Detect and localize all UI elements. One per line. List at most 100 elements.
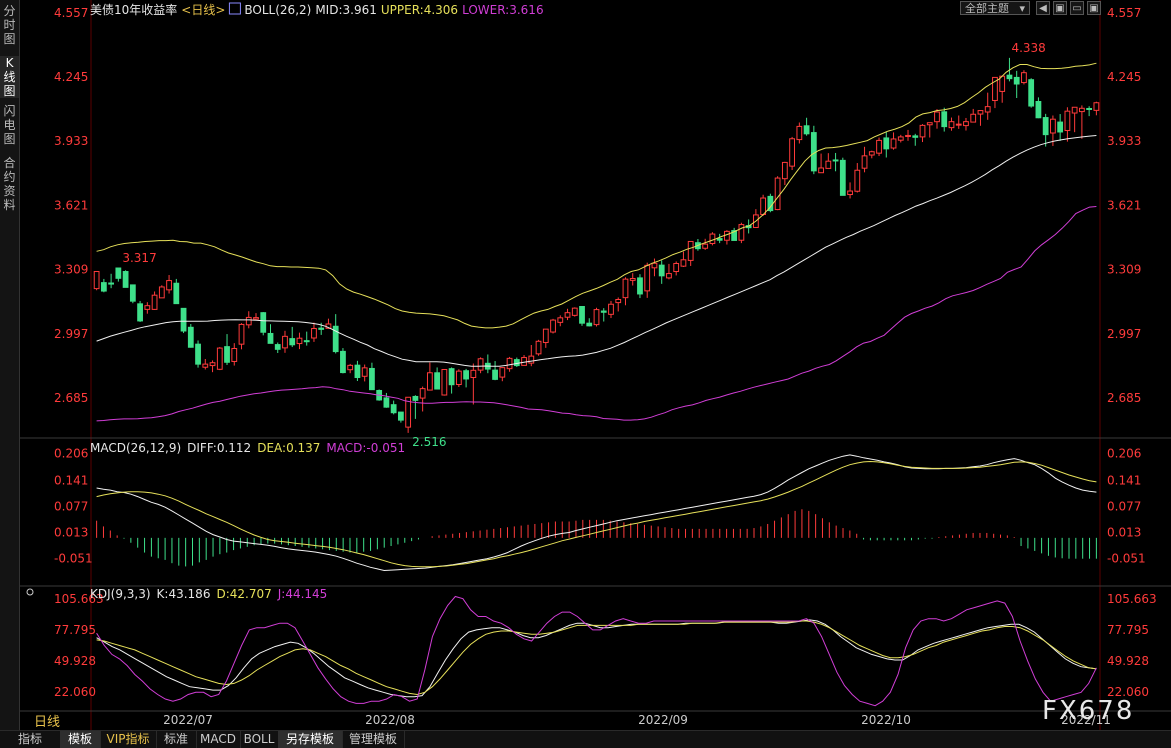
candle-body <box>202 363 209 368</box>
candle-body <box>332 325 339 353</box>
candle-body <box>1078 107 1085 113</box>
kdj-label: KDJ(9,3,3) <box>90 587 151 601</box>
macd-diff-line <box>96 454 1097 572</box>
macd-y-tick-right: -0.051 <box>1107 552 1146 566</box>
tab-template[interactable]: 模板 <box>60 731 101 748</box>
candle-body <box>557 317 564 323</box>
tab-vip-indicator[interactable]: VIP指标 <box>100 731 157 748</box>
candle-body <box>93 271 100 290</box>
boll-upper-value: UPPER:4.306 <box>381 3 458 17</box>
maximize-button[interactable]: ▣ <box>1087 1 1101 15</box>
candle-body <box>825 160 832 169</box>
candle-body <box>781 161 788 180</box>
macd-y-tick-right: 0.077 <box>1107 499 1141 513</box>
tab-standard[interactable]: 标准 <box>156 731 197 748</box>
candle-body <box>347 364 354 371</box>
candle-body <box>187 326 194 348</box>
candle-body <box>1013 76 1020 85</box>
candle-body <box>354 364 361 379</box>
tab-indicator[interactable]: 指标 <box>0 731 61 748</box>
restore-button[interactable]: ▣ <box>1053 1 1067 15</box>
bottom-toolbar: 指标 模板 VIP指标 标准 MACD BOLL 另存模板 管理模板 <box>0 730 1171 748</box>
tab-contract-info[interactable]: 合约资料 <box>3 156 16 212</box>
candle-body <box>340 350 346 374</box>
macd-y-tick-left: 0.077 <box>54 499 88 513</box>
period-tab-label: 日线 <box>34 715 60 730</box>
candle-body <box>941 111 948 128</box>
candle-body <box>1035 101 1042 119</box>
candle-body <box>724 230 730 241</box>
candle-body <box>542 328 549 344</box>
candle-body <box>115 267 122 279</box>
kdj-k-value: K:43.186 <box>157 587 211 601</box>
candle-body <box>926 122 933 126</box>
candle-body <box>702 243 709 249</box>
tab-save-template[interactable]: 另存模板 <box>278 731 343 748</box>
candle-body <box>644 264 651 292</box>
candle-body <box>1093 102 1100 111</box>
candle-body <box>405 396 412 428</box>
candle-body <box>311 328 317 339</box>
theme-select[interactable]: 全部主题 ▾ <box>960 1 1030 15</box>
candle-body <box>586 322 593 327</box>
boll-lower-line <box>96 206 1097 422</box>
candle-body <box>673 262 680 273</box>
candle-body <box>832 159 839 162</box>
prev-button[interactable]: ◀ <box>1036 1 1050 15</box>
tab-tick-chart[interactable]: 闪电图 <box>3 104 16 146</box>
early-high-annotation: 3.317 <box>122 251 156 265</box>
kdj-y-tick-right: 77.795 <box>1107 623 1149 637</box>
candle-body <box>122 271 129 288</box>
tab-manage-template[interactable]: 管理模板 <box>342 731 405 748</box>
candle-body <box>963 121 969 127</box>
tab-intraday[interactable]: 分时图 <box>3 4 16 46</box>
candle-body <box>535 340 542 355</box>
candle-body <box>579 306 585 324</box>
tab-kline[interactable]: K线图 <box>0 56 19 98</box>
kdj-d-value: D:42.707 <box>216 587 271 601</box>
chevron-down-icon: ▾ <box>1019 2 1025 15</box>
candle-body <box>564 312 571 318</box>
candle-body <box>608 303 614 315</box>
candle-body <box>296 337 303 345</box>
candle-body <box>173 282 180 305</box>
kline-y-tick-left: 4.557 <box>54 6 88 20</box>
kline-y-tick-left: 2.997 <box>54 327 88 341</box>
minimize-button[interactable]: ▭ <box>1070 1 1084 15</box>
kdj-k-line <box>96 619 1097 698</box>
chart-area[interactable]: 4.557 4.557 4.245 4.245 3.933 3.933 3.621 3.621… <box>20 0 1171 730</box>
macd-dea-value: DEA:0.137 <box>257 441 320 455</box>
kdj-j-line <box>96 595 1097 707</box>
candle-body <box>289 338 296 346</box>
kline-y-tick-right: 2.685 <box>1107 391 1141 405</box>
candle-body <box>412 395 419 401</box>
candle-body <box>361 367 368 377</box>
candle-body <box>615 299 622 304</box>
tab-boll[interactable]: BOLL <box>240 731 279 748</box>
candle-body <box>137 303 143 322</box>
candle-body <box>180 307 187 332</box>
candle-body <box>144 305 151 310</box>
candle-body <box>1028 79 1035 107</box>
candle-body <box>1021 72 1027 84</box>
macd-label: MACD(26,12,9) <box>90 441 181 455</box>
kline-y-tick-right: 4.245 <box>1107 70 1141 84</box>
candle-body <box>934 111 940 123</box>
kline-y-tick-left: 4.245 <box>54 70 88 84</box>
candle-body <box>1064 110 1071 132</box>
candle-body <box>369 367 375 391</box>
macd-y-tick-right: 0.141 <box>1107 473 1141 487</box>
candle-body <box>108 282 115 285</box>
kline-y-tick-left: 3.621 <box>54 198 88 212</box>
candle-body <box>912 135 919 138</box>
candle-body <box>448 368 455 386</box>
candle-body <box>318 327 325 330</box>
candle-body <box>897 136 904 141</box>
candle-body <box>1086 108 1093 111</box>
macd-dea-line <box>96 460 1097 568</box>
kdj-y-tick-left: 22.060 <box>54 685 96 699</box>
tab-macd[interactable]: MACD <box>196 731 241 748</box>
candle-body <box>282 335 288 349</box>
x-tick-label: 2022/09 <box>638 713 688 727</box>
candle-body <box>216 347 223 370</box>
